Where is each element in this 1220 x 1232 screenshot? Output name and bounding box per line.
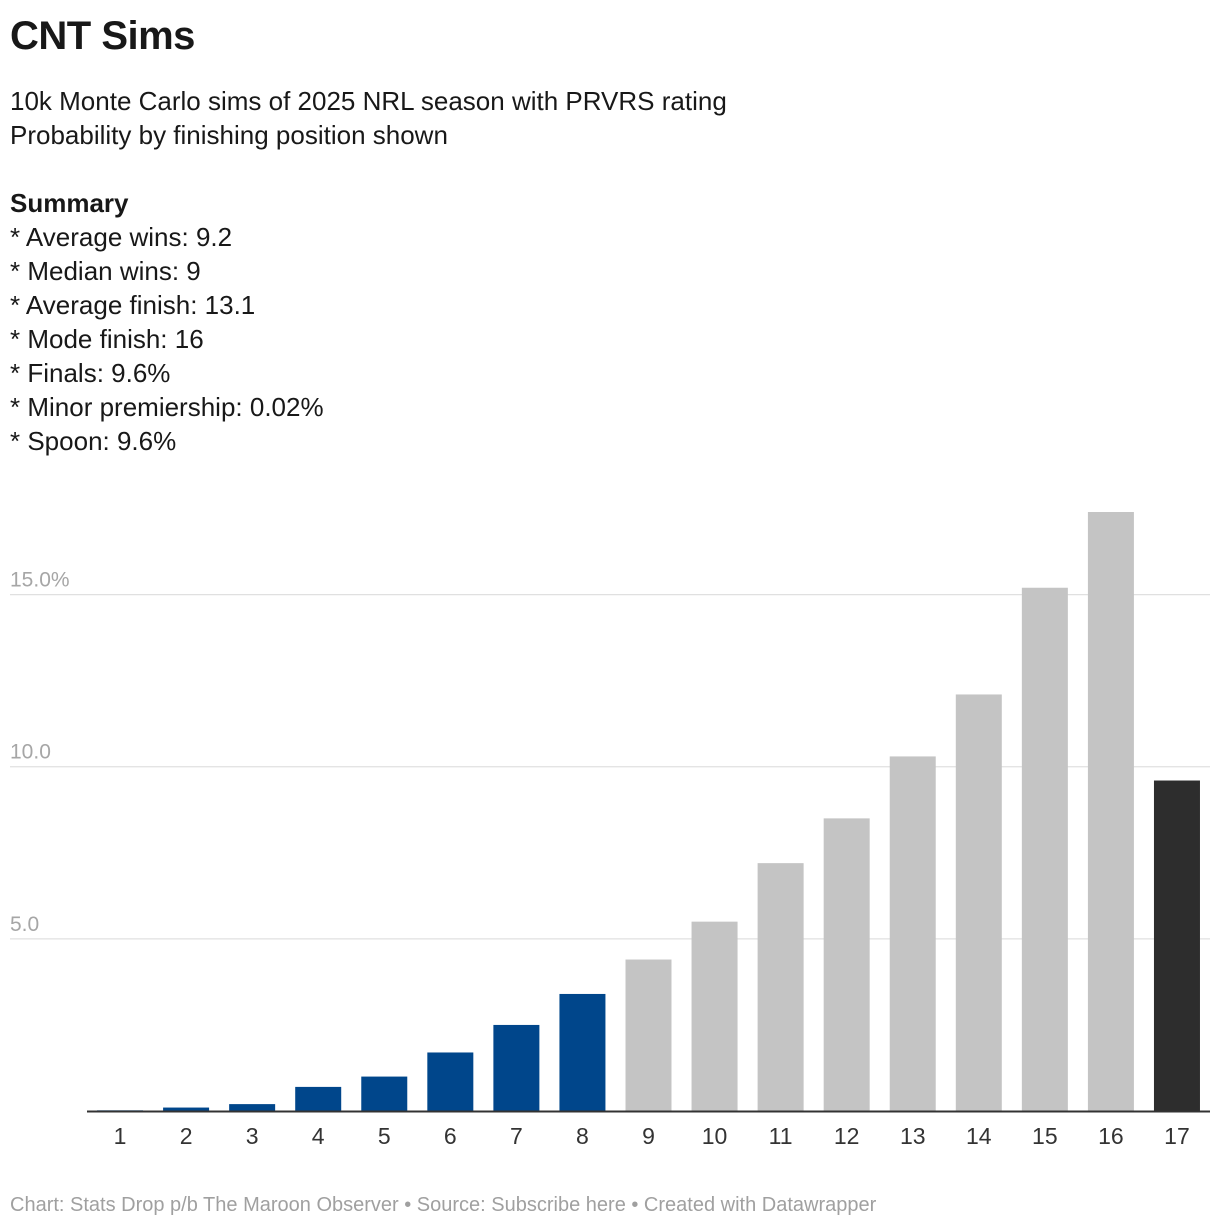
- chart-title: CNT Sims: [10, 14, 195, 58]
- bar-11: [757, 863, 804, 1111]
- x-tick-label: 10: [702, 1123, 728, 1149]
- x-tick-label: 13: [900, 1123, 926, 1149]
- y-tick-label: 15.0%: [10, 569, 70, 592]
- bar-7: [493, 1024, 540, 1111]
- x-tick-label: 4: [312, 1123, 325, 1149]
- x-tick-label: 14: [966, 1123, 992, 1149]
- bar-5: [361, 1076, 408, 1111]
- summary-item-spoon: * Spoon: 9.6%: [10, 426, 177, 456]
- x-tick-label: 9: [642, 1123, 655, 1149]
- x-tick-label: 8: [576, 1123, 589, 1149]
- bar-17: [1153, 780, 1200, 1111]
- x-tick-label: 7: [510, 1123, 523, 1149]
- description-line-2: Probability by finishing position shown: [10, 120, 448, 150]
- summary-item-median-wins: * Median wins: 9: [10, 256, 201, 286]
- y-tick-label: 5.0: [10, 913, 39, 936]
- chart-description: 10k Monte Carlo sims of 2025 NRL season …: [10, 84, 1200, 458]
- x-tick-label: 16: [1098, 1123, 1124, 1149]
- x-tick-label: 12: [834, 1123, 860, 1149]
- summary-item-average-wins: * Average wins: 9.2: [10, 222, 233, 252]
- bar-16: [1087, 512, 1134, 1111]
- summary-item-minor-premiership: * Minor premiership: 0.02%: [10, 392, 324, 422]
- bar-2: [163, 1107, 210, 1111]
- x-tick-label: 3: [246, 1123, 259, 1149]
- chart-footer: Chart: Stats Drop p/b The Maroon Observe…: [10, 1194, 877, 1216]
- gridlines: 5.0 10.0 15.0%: [10, 569, 1210, 940]
- bar-8: [559, 993, 606, 1111]
- x-tick-label: 11: [769, 1123, 793, 1149]
- description-line-1: 10k Monte Carlo sims of 2025 NRL season …: [10, 86, 727, 116]
- bar-14: [955, 694, 1002, 1111]
- x-tick-label: 6: [444, 1123, 457, 1149]
- bar-10: [691, 921, 738, 1111]
- x-tick-label: 15: [1032, 1123, 1058, 1149]
- bar-9: [625, 959, 672, 1111]
- x-tick-label: 1: [114, 1123, 127, 1149]
- bar-3: [229, 1104, 276, 1111]
- x-axis: 1 2 3 4 5 6 7 8 9 10 11 12 13 14 15 16 17: [87, 1110, 1210, 1149]
- bars: [97, 512, 1200, 1111]
- x-tick-label: 17: [1164, 1123, 1190, 1149]
- summary-heading: Summary: [10, 188, 129, 218]
- bar-4: [295, 1086, 342, 1111]
- x-tick-label: 2: [180, 1123, 193, 1149]
- summary-item-finals: * Finals: 9.6%: [10, 358, 171, 388]
- chart-header: CNT Sims 10k Monte Carlo sims of 2025 NR…: [10, 8, 1200, 458]
- y-tick-label: 10.0: [10, 741, 51, 764]
- x-tick-label: 5: [378, 1123, 391, 1149]
- bar-13: [889, 756, 936, 1111]
- bar-15: [1021, 587, 1068, 1111]
- summary-item-mode-finish: * Mode finish: 16: [10, 324, 204, 354]
- bar-6: [427, 1052, 474, 1111]
- bar-12: [823, 818, 870, 1111]
- summary-item-average-finish: * Average finish: 13.1: [10, 290, 256, 320]
